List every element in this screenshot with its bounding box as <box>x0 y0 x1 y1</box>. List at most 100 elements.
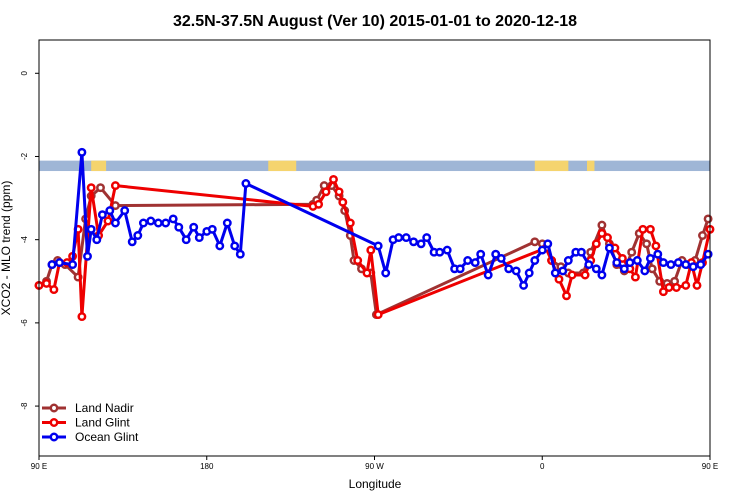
x-tick-label: 0 <box>540 462 545 471</box>
land-glint-point <box>671 283 681 292</box>
land-nadir-legend-marker <box>49 403 59 413</box>
ocean-band <box>39 160 710 172</box>
land-glint-point <box>366 245 376 255</box>
ocean-glint-point <box>194 233 204 243</box>
ocean-glint-point <box>222 218 232 228</box>
land-band-segment <box>586 160 595 172</box>
land-glint-point <box>110 181 120 191</box>
x-tick-label: 90 E <box>702 462 718 471</box>
land-glint-point <box>49 285 59 295</box>
land-glint-point <box>77 312 87 322</box>
ocean-glint-point <box>653 249 663 259</box>
ocean-glint-legend-label: Ocean Glint <box>75 430 139 444</box>
ocean-glint-point <box>455 264 465 274</box>
ocean-glint-point <box>597 270 607 280</box>
ocean-glint-point <box>241 179 251 188</box>
y-tick-label: -6 <box>20 319 29 327</box>
land-glint-point <box>362 268 372 278</box>
ocean-glint-point <box>105 206 115 216</box>
ocean-glint-point <box>476 249 486 259</box>
ocean-glint-point <box>77 147 87 157</box>
land-glint-point <box>630 272 640 282</box>
ocean-glint-point <box>92 235 102 245</box>
land-glint-point <box>329 174 338 184</box>
ocean-glint-point <box>153 218 163 228</box>
land-glint-point <box>597 228 607 238</box>
land-nadir-point <box>627 247 637 257</box>
land-glint-point <box>373 310 383 320</box>
ocean-glint-point <box>381 268 391 278</box>
ocean-glint-point <box>138 218 148 228</box>
land-ocean-band <box>39 160 710 172</box>
land-glint-point <box>638 224 648 234</box>
ocean-glint-point <box>394 233 404 243</box>
ocean-glint-point <box>133 231 143 240</box>
land-nadir-point <box>642 239 652 249</box>
ocean-glint-point <box>496 253 506 263</box>
land-band-segment <box>534 160 569 172</box>
ocean-glint-point <box>612 258 622 268</box>
ocean-glint-point <box>161 218 171 228</box>
y-axis-label: XCO2 - MLO trend (ppm) <box>0 181 13 316</box>
ocean-glint-point <box>235 249 245 259</box>
x-tick-label: 90 E <box>31 462 47 471</box>
ocean-glint-point <box>230 241 240 251</box>
land-band-segment <box>268 160 297 172</box>
ocean-glint-point <box>688 262 698 272</box>
land-glint-point <box>353 256 363 265</box>
ocean-glint-point <box>373 241 383 251</box>
ocean-glint-point <box>83 251 92 261</box>
ocean-glint-point <box>47 260 57 270</box>
ocean-glint-point <box>110 218 120 228</box>
land-glint-point <box>42 278 51 288</box>
land-glint-point <box>617 253 627 263</box>
land-glint-point <box>591 239 601 249</box>
ocean-glint-point <box>189 222 199 232</box>
x-tick-label: 90 W <box>365 462 384 471</box>
land-glint-point <box>681 280 691 290</box>
ocean-glint-point <box>681 260 691 270</box>
ocean-glint-point <box>619 264 629 274</box>
ocean-glint-point <box>530 256 540 265</box>
ocean-glint-point <box>537 245 547 255</box>
ocean-glint-point <box>86 224 96 234</box>
x-tick-label: 180 <box>200 462 214 471</box>
land-glint-point <box>658 287 668 297</box>
land-glint-legend-label: Land Glint <box>75 416 130 430</box>
ocean-glint-point <box>576 247 586 257</box>
y-tick-label: -4 <box>20 236 29 244</box>
plot-frame <box>38 39 711 457</box>
land-glint-point <box>334 187 344 197</box>
ocean-glint-point <box>463 256 473 265</box>
ocean-glint-point <box>604 243 614 253</box>
ocean-glint-point <box>174 222 184 232</box>
land-glint-point <box>664 283 674 292</box>
ocean-glint-point <box>120 206 130 216</box>
land-nadir-point <box>96 183 105 193</box>
land-glint-point <box>651 241 661 251</box>
ocean-glint-point <box>435 247 445 257</box>
ocean-glint-point <box>511 266 521 276</box>
ocean-glint-point <box>625 258 635 268</box>
ocean-glint-point <box>422 233 432 243</box>
land-glint-point <box>567 270 577 280</box>
land-nadir-point <box>597 220 607 230</box>
land-glint-point <box>603 233 612 243</box>
ocean-glint-point <box>632 256 642 265</box>
ocean-glint-point <box>673 258 683 268</box>
land-band-segment <box>91 160 107 172</box>
ocean-glint-point <box>470 258 480 268</box>
ocean-glint-point <box>181 235 191 245</box>
ocean-glint-point <box>563 256 573 265</box>
land-glint-point <box>314 199 324 209</box>
ocean-glint-point <box>524 268 534 278</box>
ocean-glint-point <box>658 258 668 268</box>
land-glint-point <box>345 218 355 228</box>
ocean-glint-point <box>666 260 676 270</box>
ocean-glint-point <box>645 253 655 263</box>
ocean-glint-point <box>55 258 64 268</box>
land-glint-point <box>86 183 96 193</box>
land-glint-legend-marker <box>49 418 59 427</box>
